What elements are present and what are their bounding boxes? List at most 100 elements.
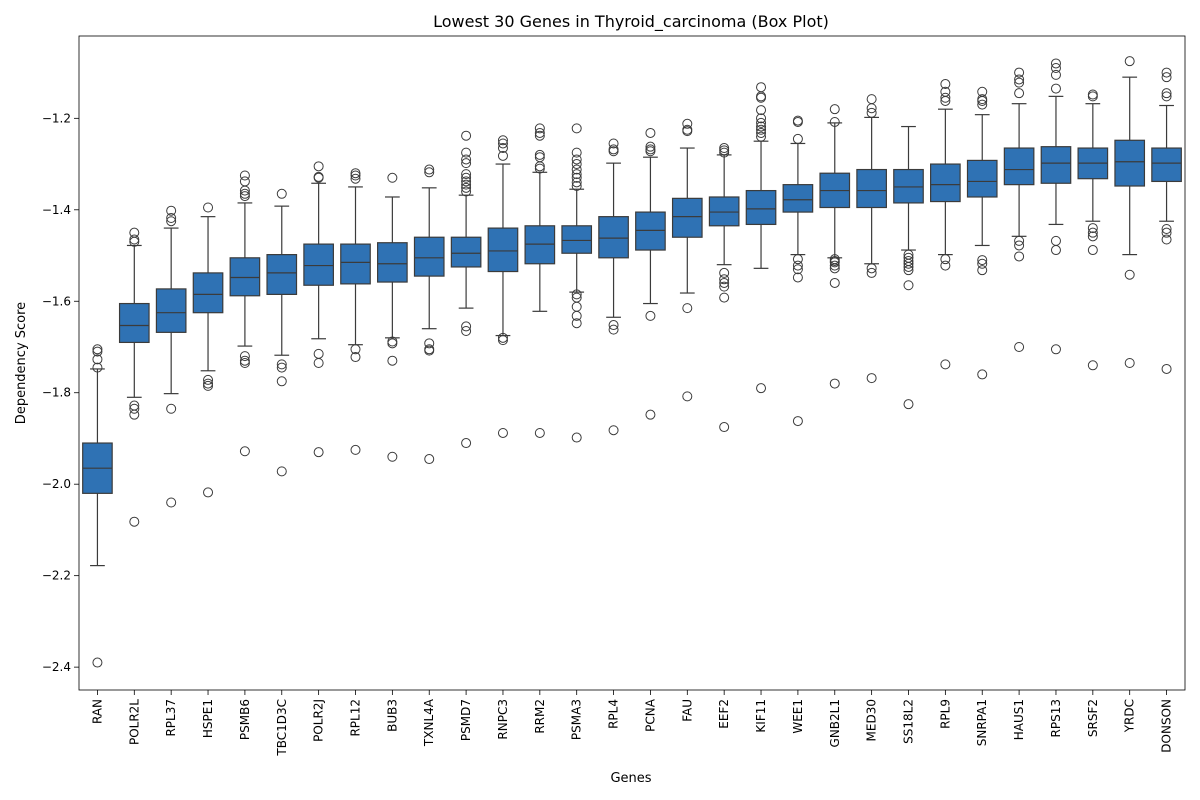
iqr-box <box>487 227 519 273</box>
iqr-box <box>340 243 371 285</box>
outlier-point <box>92 346 103 357</box>
outlier-point <box>92 362 103 373</box>
outlier-point <box>682 124 693 135</box>
outlier-point <box>1050 235 1061 246</box>
outlier-point <box>903 252 914 263</box>
iqr-box <box>893 168 924 204</box>
outlier-point <box>424 454 435 465</box>
iqr-box <box>930 163 961 203</box>
outlier-point <box>239 355 250 366</box>
x-tick-label: TXNL4A <box>422 698 436 747</box>
outlier-point <box>1087 89 1098 100</box>
x-tick-label: EEF2 <box>717 699 731 729</box>
outlier-point <box>424 344 435 355</box>
outlier-point <box>756 105 767 116</box>
x-tick-label: SNRPA1 <box>975 699 989 746</box>
outlier-point <box>571 154 582 165</box>
outlier-point <box>571 172 582 183</box>
outlier-point <box>1050 58 1061 69</box>
box-kif11 <box>745 82 777 394</box>
outlier-point <box>350 173 361 184</box>
outlier-point <box>1050 63 1061 74</box>
x-tick-label: YRDC <box>1123 699 1137 733</box>
x-tick-label: HSPE1 <box>201 699 215 738</box>
outlier-point <box>497 143 508 154</box>
outlier-point <box>1050 245 1061 256</box>
outlier-point <box>977 86 988 97</box>
outlier-point <box>461 438 472 449</box>
outlier-point <box>387 451 398 462</box>
x-tick-label: POLR2L <box>127 699 141 745</box>
outlier-point <box>461 321 472 332</box>
outlier-point <box>977 265 988 276</box>
x-tick-label: SRSF2 <box>1086 699 1100 737</box>
outlier-point <box>461 154 472 165</box>
outlier-point <box>792 272 803 283</box>
outlier-point <box>792 133 803 144</box>
iqr-box <box>229 257 261 297</box>
iqr-box <box>524 225 556 265</box>
outlier-point <box>719 147 730 158</box>
outlier-point <box>203 378 214 389</box>
outlier-point <box>608 324 619 335</box>
iqr-box <box>598 216 629 259</box>
box-donson <box>1151 67 1182 374</box>
x-tick-label: BUB3 <box>385 699 399 732</box>
outlier-point <box>1087 245 1098 256</box>
outlier-point <box>497 138 508 149</box>
outlier-point <box>461 176 472 187</box>
iqr-box <box>671 197 703 238</box>
box-psmb6 <box>229 170 261 457</box>
outlier-point <box>276 188 287 199</box>
outlier-point <box>608 144 619 155</box>
outlier-point <box>829 260 840 271</box>
outlier-point <box>129 236 140 247</box>
outlier-point <box>461 147 472 158</box>
outlier-point <box>1161 72 1172 83</box>
outlier-point <box>1050 344 1061 355</box>
outlier-point <box>534 161 545 172</box>
outlier-point <box>719 274 730 285</box>
outlier-point <box>719 267 730 278</box>
outlier-point <box>461 158 472 169</box>
outlier-point <box>608 138 619 149</box>
outlier-point <box>92 657 103 668</box>
outlier-point <box>534 130 545 141</box>
outlier-point <box>903 256 914 267</box>
outlier-point <box>719 277 730 288</box>
outlier-point <box>792 264 803 275</box>
outlier-point <box>166 403 177 414</box>
plot-area-frame <box>78 35 1186 691</box>
outlier-point <box>1161 227 1172 238</box>
box-series <box>82 56 1182 668</box>
outlier-point <box>792 416 803 427</box>
outlier-point <box>129 400 140 411</box>
iqr-box <box>450 236 482 268</box>
outlier-point <box>1087 223 1098 234</box>
outlier-point <box>497 335 508 346</box>
outlier-point <box>682 118 693 129</box>
outlier-point <box>129 516 140 527</box>
outlier-point <box>166 497 177 508</box>
outlier-point <box>571 147 582 158</box>
iqr-box <box>782 184 814 213</box>
iqr-box <box>856 168 887 209</box>
outlier-point <box>1087 227 1098 238</box>
y-tick-label: −2.0 <box>42 477 71 491</box>
outlier-point <box>313 161 324 172</box>
outlier-point <box>571 159 582 170</box>
outlier-point <box>940 359 951 370</box>
outlier-point <box>756 131 767 142</box>
outlier-point <box>313 447 324 458</box>
x-tick-label: POLR2J <box>312 699 326 742</box>
box-rrm2 <box>524 123 556 438</box>
outlier-point <box>866 267 877 278</box>
box-rnpc3 <box>487 135 519 438</box>
outlier-point <box>645 409 656 420</box>
outlier-point <box>461 172 472 183</box>
y-tick-label: −2.2 <box>42 569 71 583</box>
outlier-point <box>756 113 767 124</box>
outlier-point <box>719 292 730 303</box>
outlier-point <box>129 234 140 245</box>
outlier-point <box>350 168 361 179</box>
